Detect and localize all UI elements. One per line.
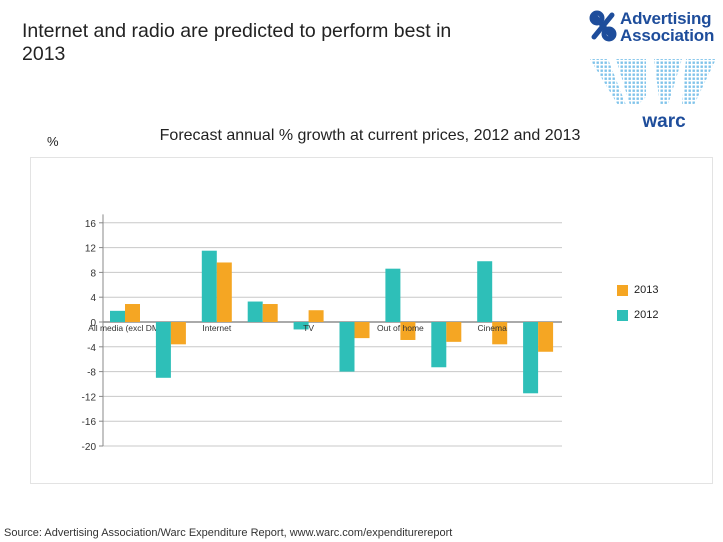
bar-2013	[262, 304, 278, 322]
legend-label-2013: 2013	[634, 284, 659, 296]
advertising-association-logo: Advertising Association	[589, 10, 717, 46]
bar-2013	[125, 304, 140, 322]
warc-logo: warc	[590, 59, 716, 132]
y-tick-label: 16	[85, 219, 97, 230]
bar-2013	[446, 322, 462, 342]
bar-2012	[339, 322, 355, 372]
bar-2012	[293, 322, 309, 330]
slide-title: Internet and radio are predicted to perf…	[22, 20, 452, 65]
warc-mark-mid-icon	[616, 59, 646, 105]
warc-mark-left-icon	[590, 59, 626, 105]
bar-2012	[385, 268, 401, 322]
bar-2013	[400, 322, 416, 340]
warc-mark-right-icon	[654, 59, 682, 105]
x-category-label: TV	[303, 323, 314, 333]
bar-2012	[477, 261, 493, 322]
bar-2013	[492, 322, 508, 345]
bar-2012	[110, 310, 125, 322]
bar-2013	[170, 322, 186, 345]
x-category-label: Internet	[202, 323, 231, 333]
y-tick-label: -4	[87, 343, 96, 354]
legend-swatch-2012	[617, 310, 628, 321]
bar-2013	[538, 322, 554, 352]
bar-chart: 16 12 8 4 0 -4 -8 -12 -16 -20 All media (excl DM) I…	[82, 214, 562, 453]
y-tick-label: -20	[82, 442, 97, 453]
bar-2012	[431, 322, 447, 368]
y-tick-label: -16	[82, 417, 97, 428]
y-tick-label: 12	[85, 244, 97, 255]
x-category-label: Out of home	[377, 323, 424, 333]
source-note: Source: Advertising Association/Warc Exp…	[4, 527, 453, 539]
warc-wordmark: warc	[641, 111, 686, 132]
aa-knot-icon	[589, 10, 617, 42]
legend-swatch-2013	[617, 285, 628, 296]
bar-2013	[308, 310, 324, 322]
bar-2013	[354, 322, 370, 339]
y-tick-label: 8	[90, 268, 96, 279]
y-tick-label: -12	[82, 392, 97, 403]
chart-frame: 16 12 8 4 0 -4 -8 -12 -16 -20 All media (excl DM) I…	[30, 157, 713, 484]
y-tick-label: 0	[90, 318, 96, 329]
x-category-label: Cinema	[478, 323, 508, 333]
bar-2012	[201, 250, 217, 322]
x-category-label: All media (excl DM)	[88, 323, 162, 333]
aa-logo-line1: Advertising	[620, 9, 712, 28]
bar-2013	[216, 262, 232, 322]
y-tick-label: 4	[90, 293, 96, 304]
bar-2012	[155, 322, 171, 378]
aa-logo-line2: Association	[620, 26, 715, 45]
y-axis-unit-label: %	[47, 134, 59, 149]
legend-label-2012: 2012	[634, 309, 659, 321]
warc-mark-far-icon	[682, 59, 716, 105]
y-tick-label: -8	[87, 368, 96, 379]
bar-2012	[247, 301, 263, 322]
chart-title: Forecast annual % growth at current pric…	[159, 127, 581, 144]
bar-2012	[523, 322, 539, 394]
